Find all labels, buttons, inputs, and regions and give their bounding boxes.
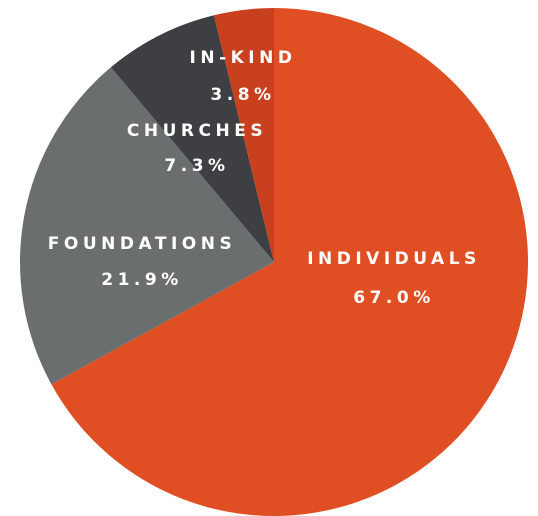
slice-labels: INDIVIDUALS 67.0% FOUNDATIONS 21.9% CHUR… xyxy=(48,48,481,308)
slice-label-foundations: FOUNDATIONS xyxy=(48,234,236,254)
pie-slices xyxy=(19,8,528,516)
pie-slice-foundations xyxy=(19,67,275,385)
slice-value-churches: 7.3% xyxy=(164,156,229,176)
slice-label-churches: CHURCHES xyxy=(127,121,267,141)
slice-value-in-kind: 3.8% xyxy=(210,85,275,105)
slice-label-in-kind: IN-KIND xyxy=(190,48,297,68)
slice-value-individuals: 67.0% xyxy=(353,288,434,308)
pie-slice-in-kind xyxy=(213,8,274,262)
slice-label-individuals: INDIVIDUALS xyxy=(307,249,481,269)
slice-value-foundations: 21.9% xyxy=(101,270,182,290)
pie-slice-churches xyxy=(110,15,275,262)
pie-slice-individuals xyxy=(51,8,528,516)
